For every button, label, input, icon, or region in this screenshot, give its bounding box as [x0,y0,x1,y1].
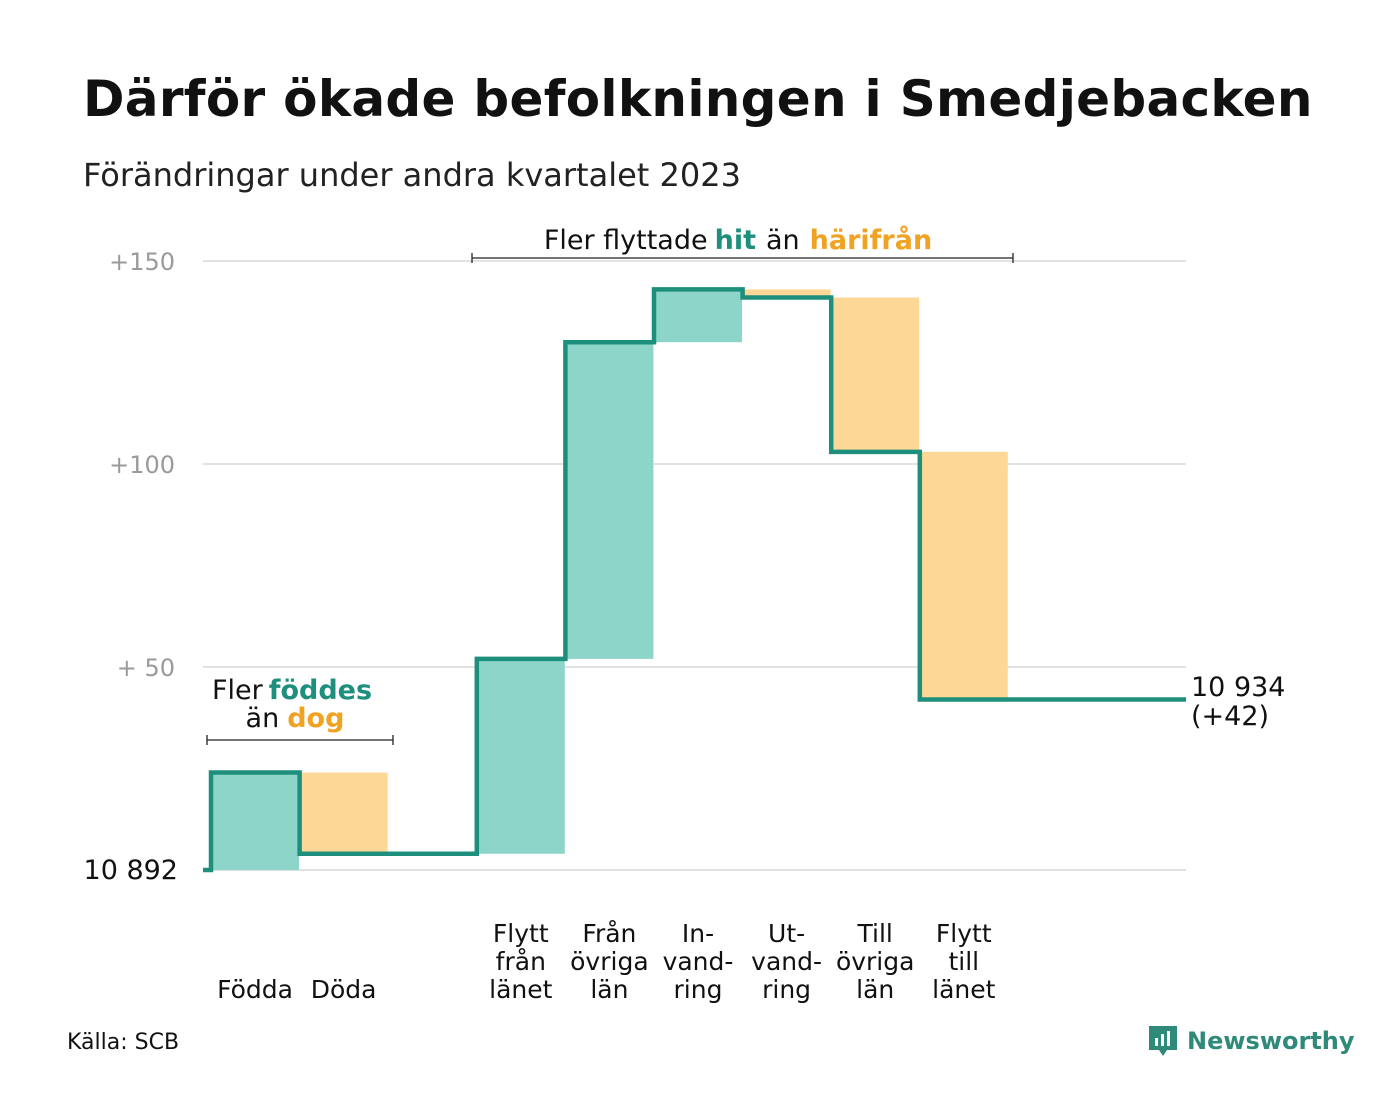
chart-title: Därför ökade befolkningen i Smedjebacken [83,70,1313,128]
grid-lines [203,260,1186,871]
births-annotation-plain-2: än [246,703,280,734]
y-axis-ticks: 10 892 + 50 +100 +150 [84,248,178,886]
bar-increase [476,658,565,854]
end-value: 10 934 [1191,672,1285,703]
bar-increase [211,772,299,870]
bar-increase [565,342,654,659]
newsworthy-icon [1149,1026,1177,1056]
bar-increase [654,289,742,343]
x-tick-label: ring [674,975,723,1004]
bar-decrease [742,289,831,298]
x-tick-label: län [590,975,628,1004]
y-tick-label: +150 [109,248,175,276]
x-tick-label: ring [762,975,811,1004]
y-tick-label: + 50 [117,654,175,682]
x-tick-label: Döda [311,975,377,1004]
y-tick-label: 10 892 [84,855,178,886]
x-axis-labels: Födda DödaFlyttfrånlänetFrånövrigalänIn-v… [217,919,996,1004]
end-value-label: 10 934 (+42) [1191,672,1285,732]
x-tick-label: vand- [663,947,734,976]
moves-annotation-teal: hit [715,225,756,256]
x-tick-label: länet [932,975,995,1004]
x-tick-label: länet [489,975,552,1004]
x-tick-label: från [496,947,546,976]
x-tick-label: län [856,975,894,1004]
x-tick-label: Till [857,919,893,948]
x-tick-label: övriga [570,947,649,976]
source-note: Källa: SCB [67,1030,180,1055]
x-tick-label: Flytt [493,919,549,948]
newsworthy-logo: Newsworthy [1147,1024,1355,1058]
bars [211,289,1008,870]
x-tick-label: övriga [836,947,915,976]
births-annotation-plain: Fler [212,675,264,706]
brand-name: Newsworthy [1187,1027,1355,1055]
births-annotation-orange: dog [287,703,344,734]
chart-subtitle: Förändringar under andra kvartalet 2023 [83,156,741,194]
births-bracket [206,735,394,745]
births-annotation-teal: föddes [269,675,372,706]
x-tick-label: Ut- [768,919,805,948]
moves-annotation: Fler flyttade hit än härifrån [471,224,1014,263]
x-tick-label: In- [682,919,714,948]
moves-bracket [471,253,1014,263]
x-tick-label: vand- [751,947,822,976]
moves-annotation-orange: härifrån [810,224,933,256]
moves-annotation-plain-2: än [766,225,800,256]
moves-annotation-plain: Fler flyttade [544,225,708,256]
y-tick-label: +100 [109,451,175,479]
x-tick-label: Flytt [936,919,992,948]
bar-decrease [831,297,920,452]
x-tick-label: Från [582,919,636,948]
bar-decrease [919,451,1008,700]
end-change: (+42) [1191,701,1269,732]
x-tick-label: till [948,947,979,976]
births-annotation: Fler föddes än dog [206,675,394,745]
cumulative-step-line [203,287,1186,873]
bar-decrease [299,772,388,854]
x-tick-label: Födda [217,975,293,1004]
